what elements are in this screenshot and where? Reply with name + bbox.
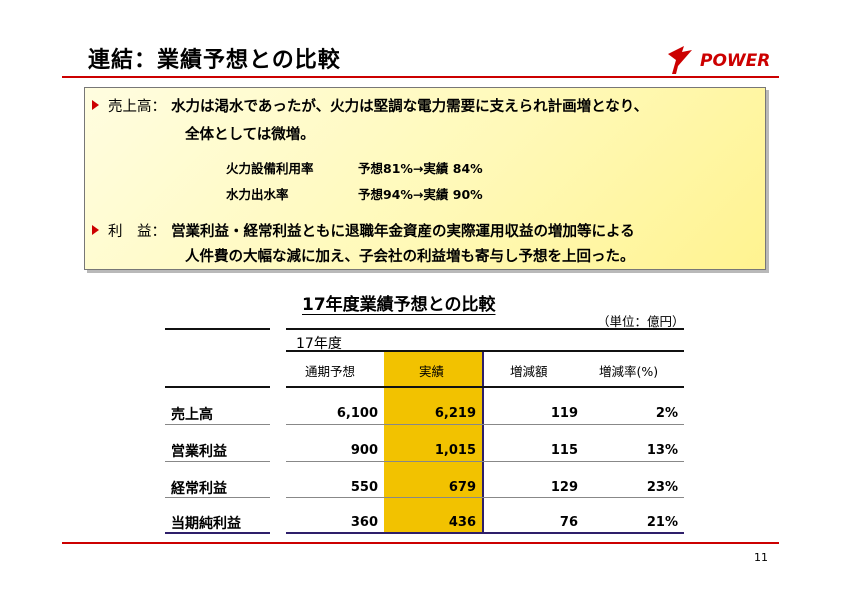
row-rule — [286, 424, 684, 425]
cell-rate: 21% — [646, 515, 678, 530]
summary-sales-line1: 売上高： 水力は渇水であったが、火力は堅調な電力需要に支えられ計画増となり、 — [108, 95, 648, 116]
table-bottom-rule-left — [165, 532, 270, 534]
cell-forecast: 900 — [350, 443, 378, 458]
bullet-marker-icon — [92, 225, 99, 235]
col-header-rate: 増減率(%) — [599, 364, 659, 379]
row-label-net-income: 当期純利益 — [171, 516, 241, 532]
page-number: 11 — [754, 551, 768, 564]
row-label-operating-income: 営業利益 — [171, 444, 227, 460]
cell-rate: 13% — [646, 443, 678, 458]
unit-label: （単位：億円） — [597, 314, 685, 329]
profit-label: 利 益： — [108, 224, 166, 240]
cell-forecast: 550 — [350, 480, 378, 495]
table-year-rule — [286, 350, 684, 352]
page-title: 連結：業績予想との比較 — [88, 48, 341, 73]
cell-actual: 1,015 — [434, 443, 476, 458]
cell-actual: 6,219 — [434, 406, 476, 421]
col-header-actual: 実績 — [419, 364, 445, 379]
cell-rate: 2% — [655, 406, 678, 421]
jpower-logo: POWER — [668, 46, 770, 74]
col-header-diff: 増減額 — [510, 364, 548, 379]
cell-diff: 129 — [550, 480, 578, 495]
profit-text-line2: 人件費の大幅な減に加え、子会社の利益増も寄与し予想を上回った。 — [185, 249, 635, 265]
cell-forecast: 6,100 — [336, 406, 378, 421]
col-header-forecast: 通期予想 — [305, 364, 356, 379]
table-title: 17年度業績予想との比較 — [302, 295, 496, 315]
metric-value-hydro: 予想94%→実績 90% — [358, 187, 483, 202]
metric-name-thermal: 火力設備利用率 — [226, 161, 314, 176]
summary-profit-line1: 利 益： 営業利益・経常利益ともに退職年金資産の実際運用収益の増加等による — [108, 220, 635, 241]
bullet-marker-icon — [92, 100, 99, 110]
cell-actual: 679 — [448, 480, 476, 495]
table-header-rule-right — [286, 386, 684, 388]
header-divider — [62, 76, 779, 78]
row-label-ordinary-income: 経常利益 — [171, 481, 227, 497]
table-header-rule-left — [165, 386, 270, 388]
row-rule — [165, 424, 270, 425]
actual-column-separator — [482, 352, 484, 532]
cell-diff: 115 — [550, 443, 578, 458]
metric-name-hydro: 水力出水率 — [226, 187, 289, 202]
profit-text-line1: 営業利益・経常利益ともに退職年金資産の実際運用収益の増加等による — [171, 224, 635, 240]
sales-text-line2: 全体としては微増。 — [185, 127, 315, 143]
table-top-rule-right — [286, 328, 684, 330]
cell-diff: 76 — [559, 515, 578, 530]
table-bottom-rule-right — [286, 532, 684, 534]
logo-text: POWER — [700, 51, 770, 71]
metric-value-thermal: 予想81%→実績 84% — [358, 161, 483, 176]
summary-box — [84, 87, 766, 270]
footer-divider — [62, 542, 779, 544]
cell-diff: 119 — [550, 406, 578, 421]
row-rule — [286, 461, 684, 462]
row-rule — [286, 497, 684, 498]
cell-actual: 436 — [448, 515, 476, 530]
table-top-rule-left — [165, 328, 270, 330]
cell-rate: 23% — [646, 480, 678, 495]
actual-column-highlight — [384, 352, 482, 532]
year-header: 17年度 — [296, 336, 342, 352]
sales-text-line1: 水力は渇水であったが、火力は堅調な電力需要に支えられ計画増となり、 — [171, 99, 649, 115]
row-rule — [165, 461, 270, 462]
logo-mark-icon — [668, 46, 692, 74]
row-rule — [165, 497, 270, 498]
cell-forecast: 360 — [350, 515, 378, 530]
row-label-sales: 売上高 — [171, 407, 213, 423]
sales-label: 売上高： — [108, 99, 166, 115]
